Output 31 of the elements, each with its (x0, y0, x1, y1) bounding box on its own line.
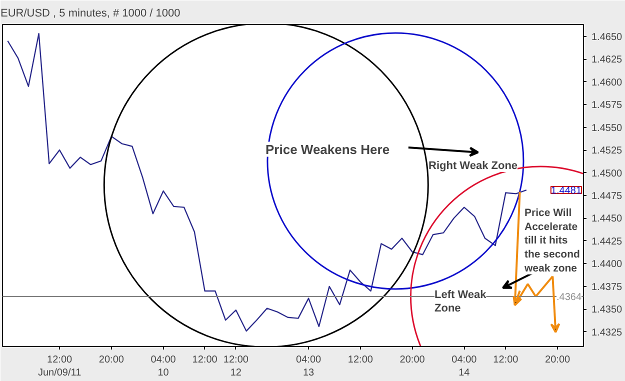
y-tick-label: 1.4650 (592, 32, 623, 43)
x-tick-label: 04:00 10 (150, 354, 176, 379)
annotation: .4364 (556, 292, 582, 303)
x-tick-label: 12:00 Jun/09/11 (38, 354, 82, 379)
x-tick-label: 12:00 (493, 354, 519, 366)
x-tick-label: 04:00 14 (452, 354, 478, 379)
chart-title: EUR/USD , 5 minutes, # 1000 / 1000 (0, 8, 180, 20)
x-tick-label: 20:00 (545, 354, 571, 366)
x-tick-label: 12:00 12 (223, 354, 249, 379)
annotation: Price Will Accelerate till it hits the second weak zone (524, 207, 580, 274)
y-tick-label: 1.4550 (592, 122, 623, 134)
y-tick-label: 1.4325 (592, 327, 623, 338)
y-tick-label: 1.4425 (592, 236, 623, 248)
y-tick-label: 1.4500 (592, 168, 623, 180)
y-tick-label: 1.4475 (592, 191, 623, 202)
annotation: Left Weak Zone (434, 288, 488, 315)
y-tick-label: 1.4600 (592, 77, 623, 88)
y-tick-label: 1.4625 (592, 54, 623, 66)
y-tick-label: 1.4350 (592, 304, 623, 316)
annotation: Right Weak Zone (428, 160, 518, 172)
annotation: Price Weakens Here (266, 142, 390, 157)
x-tick-label: 12:00 (348, 354, 374, 366)
y-tick-label: 1.4575 (592, 100, 623, 112)
x-tick-label: 20:00 (98, 354, 124, 366)
y-tick-label: 1.4375 (592, 282, 623, 293)
y-tick-label: 1.4400 (592, 259, 623, 270)
x-tick-label: 04:00 13 (296, 354, 322, 379)
y-tick-label: 1.4525 (592, 146, 623, 157)
y-tick-label: 1.4450 (592, 214, 623, 225)
x-tick-label: 12:00 (192, 354, 218, 366)
x-tick-label: 20:00 (400, 354, 426, 366)
